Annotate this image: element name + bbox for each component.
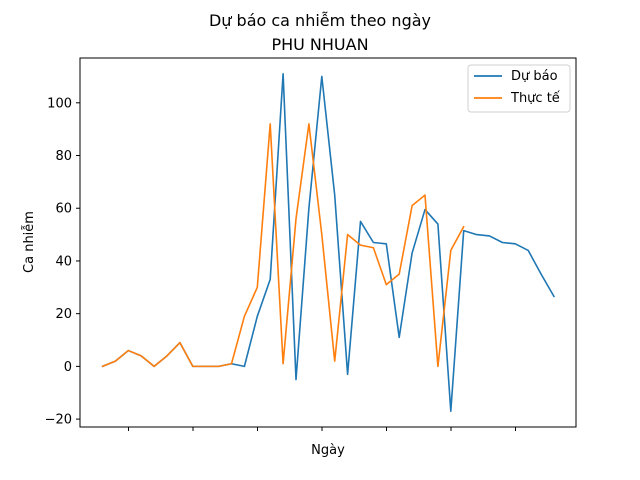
y-tick-label: 80 xyxy=(55,149,72,164)
chart-title: Dự báo ca nhiễm theo ngày xyxy=(209,11,431,30)
legend: Dự báo Thực tế xyxy=(467,64,571,113)
y-axis-label: Ca nhiễm xyxy=(22,211,37,273)
legend-label-forecast: Dự báo xyxy=(511,69,558,84)
forecast-line xyxy=(101,73,555,412)
y-tick-label: 0 xyxy=(64,360,72,375)
y-tick-label: 40 xyxy=(55,254,72,269)
plot-frame xyxy=(79,57,577,428)
y-tick-label: 100 xyxy=(47,96,72,111)
plot-area: −20 0 20 40 60 80 100 xyxy=(45,73,555,431)
x-axis-label: Ngày xyxy=(311,443,345,458)
legend-label-actual: Thực tế xyxy=(510,91,560,106)
y-tick-label: 60 xyxy=(55,202,72,217)
y-tick-label: 20 xyxy=(55,307,72,322)
y-tick-label: −20 xyxy=(45,413,72,428)
chart-subtitle: PHU NHUAN xyxy=(271,35,368,54)
actual-line xyxy=(101,123,465,368)
